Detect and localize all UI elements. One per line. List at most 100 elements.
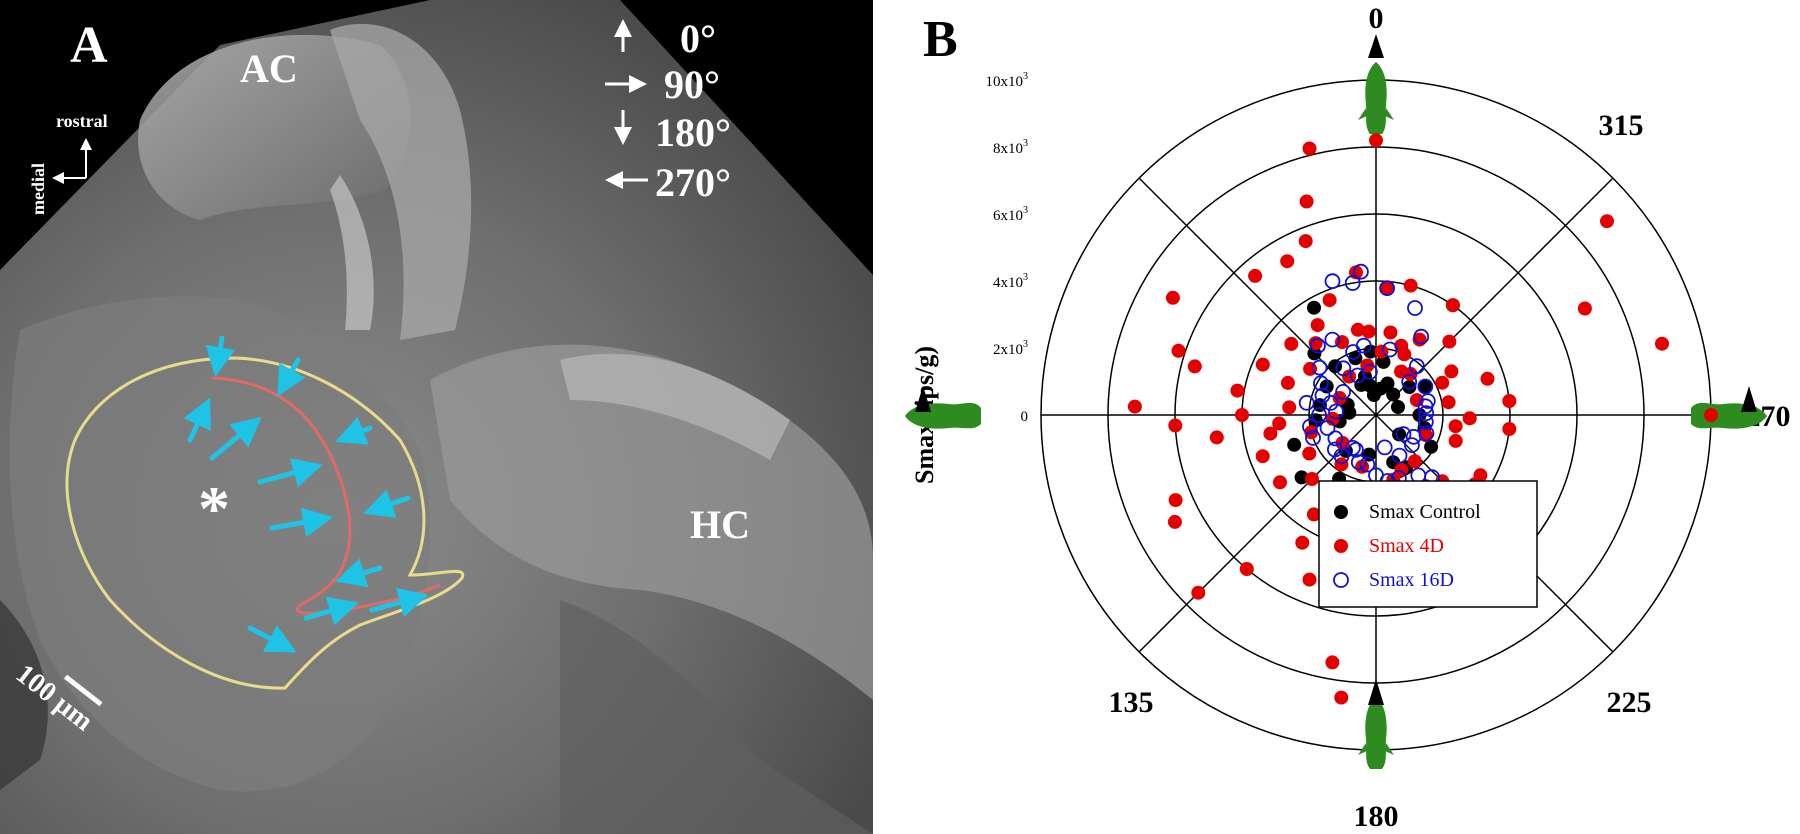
data-point-smax-4d bbox=[1442, 334, 1457, 349]
data-point-smax-4d bbox=[1305, 472, 1319, 486]
data-point-smax-4d bbox=[1302, 572, 1317, 587]
data-point-smax-4d bbox=[1310, 318, 1325, 333]
data-point-smax-4d bbox=[1334, 690, 1349, 705]
data-point-smax-16d bbox=[1309, 337, 1326, 354]
data-point-smax-4d bbox=[1361, 324, 1376, 339]
star-marker: * bbox=[198, 473, 230, 544]
legend: Smax Control Smax 4D Smax 16D bbox=[1318, 480, 1538, 608]
data-point-smax-4d bbox=[1168, 418, 1183, 433]
legend-marker-16d bbox=[1333, 572, 1349, 588]
polar-grid bbox=[1040, 79, 1712, 751]
data-point-smax-4d bbox=[1273, 475, 1287, 490]
data-point-smax-control bbox=[1287, 437, 1302, 452]
data-point-smax-16d bbox=[1298, 394, 1315, 411]
data-point-smax-4d bbox=[1350, 322, 1365, 337]
horizontal-canal-label: HC bbox=[690, 502, 750, 547]
data-point-smax-16d bbox=[1405, 428, 1422, 445]
data-point-smax-16d bbox=[1391, 447, 1408, 464]
polarity-arrow bbox=[257, 458, 323, 488]
data-point-smax-4d bbox=[1335, 335, 1349, 350]
data-point-smax-control bbox=[1424, 439, 1439, 454]
data-point-smax-16d bbox=[1335, 360, 1352, 377]
data-point-smax-4d bbox=[1369, 133, 1383, 148]
data-point-smax-16d bbox=[1302, 418, 1318, 435]
data-point-smax-16d bbox=[1401, 373, 1418, 390]
data-point-smax-4d bbox=[1480, 371, 1495, 386]
anterior-canal-label: AC bbox=[240, 46, 298, 91]
data-point-smax-4d bbox=[1299, 194, 1314, 209]
data-point-smax-16d bbox=[1322, 394, 1339, 411]
data-point-smax-4d bbox=[1302, 446, 1317, 461]
data-point-smax-4d bbox=[1168, 493, 1183, 508]
data-point-smax-control bbox=[1294, 470, 1309, 485]
data-point-smax-4d bbox=[1209, 430, 1224, 445]
legend-label-16d: Smax 16D bbox=[1369, 569, 1454, 591]
polarity-arrow bbox=[369, 588, 429, 617]
angle-label-180: 180 bbox=[1354, 800, 1399, 833]
data-point-smax-control bbox=[1418, 379, 1433, 394]
data-point-smax-16d bbox=[1327, 430, 1344, 447]
direction-key-0: 0° bbox=[680, 16, 716, 61]
direction-key-270: 270° bbox=[655, 160, 731, 205]
data-point-smax-16d bbox=[1395, 426, 1412, 443]
radial-tick-8k: 8x103 bbox=[993, 138, 1028, 157]
data-point-smax-4d bbox=[1502, 422, 1517, 436]
data-point-smax-16d bbox=[1409, 358, 1425, 375]
data-point-smax-4d bbox=[1407, 454, 1422, 469]
sem-image-panel: A AC HC * rostral medial 0° 90° 180° 270… bbox=[0, 0, 873, 834]
data-point-smax-4d bbox=[1272, 416, 1287, 431]
data-point-smax-4d bbox=[1435, 375, 1450, 390]
angle-label-135: 135 bbox=[1109, 686, 1154, 719]
data-point-smax-16d bbox=[1328, 403, 1344, 420]
data-point-smax-4d bbox=[1167, 514, 1182, 529]
data-point-smax-4d bbox=[1230, 383, 1245, 398]
direction-key: 0° 90° 180° 270° bbox=[605, 16, 731, 205]
data-point-smax-4d bbox=[1444, 364, 1459, 379]
data-point-smax-16d bbox=[1324, 273, 1341, 290]
polarity-arrow bbox=[269, 507, 333, 538]
polarity-arrow bbox=[277, 357, 306, 397]
data-point-smax-4d bbox=[1441, 395, 1456, 410]
data-point-smax-16d bbox=[1311, 407, 1328, 423]
data-point-smax-16d bbox=[1418, 405, 1435, 422]
angle-label-225: 225 bbox=[1607, 686, 1652, 719]
data-point-smax-control bbox=[1342, 405, 1357, 420]
legend-box bbox=[1318, 480, 1538, 608]
data-point-smax-16d bbox=[1361, 363, 1378, 380]
rostral-label: rostral bbox=[56, 111, 108, 131]
polarity-arrow bbox=[363, 489, 411, 518]
data-point-smax-4d bbox=[1255, 357, 1270, 372]
data-point-smax-16d bbox=[1347, 441, 1364, 458]
data-point-smax-4d bbox=[1295, 535, 1310, 550]
data-point-smax-4d bbox=[1127, 399, 1142, 414]
radial-tick-6k: 6x103 bbox=[993, 205, 1028, 224]
data-point-smax-4d bbox=[1304, 425, 1319, 440]
data-point-smax-4d bbox=[1704, 408, 1718, 422]
data-point-smax-4d bbox=[1191, 585, 1206, 600]
data-point-smax-4d bbox=[1248, 268, 1263, 283]
data-point-smax-16d bbox=[1352, 263, 1369, 280]
data-point-smax-4d bbox=[1383, 325, 1398, 340]
data-point-smax-16d bbox=[1417, 378, 1434, 395]
polarity-arrow bbox=[183, 397, 211, 443]
data-point-smax-16d bbox=[1326, 441, 1343, 458]
panel-a-label: A bbox=[70, 17, 108, 74]
data-point-smax-control bbox=[1363, 344, 1378, 359]
data-point-smax-4d bbox=[1448, 419, 1463, 434]
data-point-smax-4d bbox=[1502, 394, 1517, 408]
data-point-smax-16d bbox=[1355, 337, 1372, 354]
data-point-smax-4d bbox=[1577, 301, 1592, 316]
data-point-smax-control bbox=[1307, 346, 1322, 361]
data-point-smax-16d bbox=[1407, 300, 1423, 316]
data-point-smax-4d bbox=[1255, 449, 1270, 464]
legend-marker-control bbox=[1334, 505, 1348, 519]
grid-spoke-antidiagonal bbox=[1138, 177, 1614, 653]
polarity-arrow bbox=[205, 335, 236, 377]
polar-scatter-panel: B 0 2x103 4x103 6x103 8x103 10x103 Smax … bbox=[873, 0, 1800, 834]
data-point-smax-16d bbox=[1312, 375, 1329, 392]
data-point-smax-16d bbox=[1319, 420, 1336, 436]
legend-label-control: Smax Control bbox=[1369, 501, 1481, 523]
data-point-smax-4d bbox=[1655, 336, 1669, 351]
radial-tick-4k: 4x103 bbox=[993, 272, 1028, 291]
angle-label-315: 315 bbox=[1599, 109, 1644, 142]
